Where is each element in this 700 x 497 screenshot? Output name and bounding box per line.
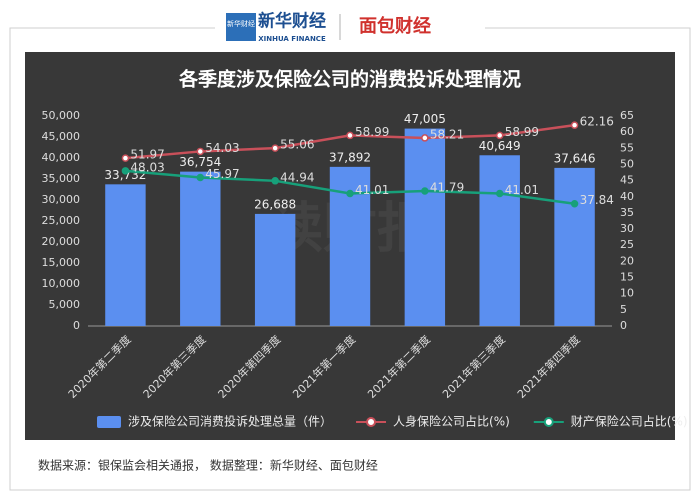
bar <box>554 167 595 326</box>
y2-tick-label: 20 <box>620 254 634 267</box>
bar <box>479 155 520 326</box>
bar <box>404 128 446 326</box>
line-value-label: 45.97 <box>205 167 239 181</box>
bar-value-label: 40,649 <box>479 139 521 153</box>
y2-tick-label: 10 <box>620 287 634 300</box>
legend-swatch <box>97 416 121 428</box>
bar-value-label: 47,005 <box>404 112 446 126</box>
line-value-label: 48.03 <box>130 160 164 174</box>
bar-value-label: 36,754 <box>179 155 221 169</box>
y2-tick-label: 60 <box>620 125 634 138</box>
line-value-label: 54.03 <box>205 141 239 155</box>
brand: 新华财经 <box>258 11 326 32</box>
y-tick-label: 50,000 <box>42 109 81 122</box>
line-point <box>121 154 130 162</box>
y-tick-label: 10,000 <box>42 277 81 290</box>
partner: 面包财经 <box>359 15 431 37</box>
y2-tick-label: 0 <box>620 319 627 332</box>
line-point <box>346 189 354 198</box>
line-value-label: 55.06 <box>280 138 314 152</box>
line-point <box>495 131 504 140</box>
y2-tick-label: 30 <box>620 222 634 235</box>
line-point <box>196 173 205 182</box>
line-value-label: 37.84 <box>580 193 614 207</box>
y2-tick-label: 40 <box>620 190 634 203</box>
bar <box>180 171 221 326</box>
y2-tick-label: 55 <box>620 141 634 154</box>
logo-badge <box>226 13 256 41</box>
line-point <box>421 134 429 142</box>
y-tick-label: 35,000 <box>42 172 81 185</box>
bar <box>105 184 146 326</box>
brand-en: XINHUA FINANCE <box>258 35 326 43</box>
bar-value-label: 26,688 <box>254 197 296 211</box>
legend-label: 人身保险公司占比(%) <box>393 414 510 429</box>
line-value-label: 58.99 <box>355 125 389 139</box>
line-point <box>495 189 504 198</box>
line-value-label: 58.21 <box>430 127 464 141</box>
y2-tick-label: 50 <box>620 157 634 170</box>
legend-swatch-marker <box>543 417 554 427</box>
line-point <box>570 199 579 208</box>
y2-tick-label: 35 <box>620 206 634 219</box>
y2-tick-label: 15 <box>620 271 634 284</box>
y-tick-label: 45,000 <box>42 130 81 143</box>
legend-label: 涉及保险公司消费投诉处理总量（件） <box>128 414 332 429</box>
y-tick-label: 20,000 <box>42 235 81 248</box>
line-point <box>346 131 354 140</box>
header-bg <box>215 8 485 48</box>
y-tick-label: 40,000 <box>42 151 81 164</box>
y-tick-label: 0 <box>73 319 80 332</box>
line-point <box>196 147 205 156</box>
line-value-label: 44.94 <box>280 170 314 184</box>
logo-badge-text: 新华财经 <box>227 19 255 28</box>
line-point <box>271 177 279 185</box>
bar-value-label: 37,892 <box>329 150 371 164</box>
line-value-label: 41.01 <box>355 183 389 197</box>
line-point <box>121 167 130 175</box>
bar <box>254 213 296 326</box>
chart-title: 各季度涉及保险公司的消费投诉处理情况 <box>178 68 521 91</box>
line-value-label: 51.97 <box>130 148 164 162</box>
y2-tick-label: 25 <box>620 238 634 251</box>
y-tick-label: 25,000 <box>42 214 81 227</box>
legend-label: 财产保险公司占比(%) <box>571 414 688 429</box>
line-value-label: 62.16 <box>580 115 614 129</box>
line-point <box>570 121 579 129</box>
bar-value-label: 37,646 <box>554 151 596 165</box>
line-value-label: 41.01 <box>505 183 539 197</box>
y-tick-label: 15,000 <box>42 256 81 269</box>
y2-tick-label: 65 <box>620 109 634 122</box>
y-tick-label: 30,000 <box>42 193 81 206</box>
y2-tick-label: 45 <box>620 174 634 187</box>
y2-tick-label: 5 <box>620 303 627 316</box>
line-value-label: 41.79 <box>430 180 464 194</box>
line-point <box>271 144 279 152</box>
source-note: 数据来源：银保监会相关通报， 数据整理：新华财经、面包财经 <box>38 458 378 473</box>
line-value-label: 58.99 <box>505 125 539 139</box>
legend-swatch-marker <box>366 417 377 427</box>
y-tick-label: 5,000 <box>49 298 81 311</box>
line-point <box>421 187 429 195</box>
